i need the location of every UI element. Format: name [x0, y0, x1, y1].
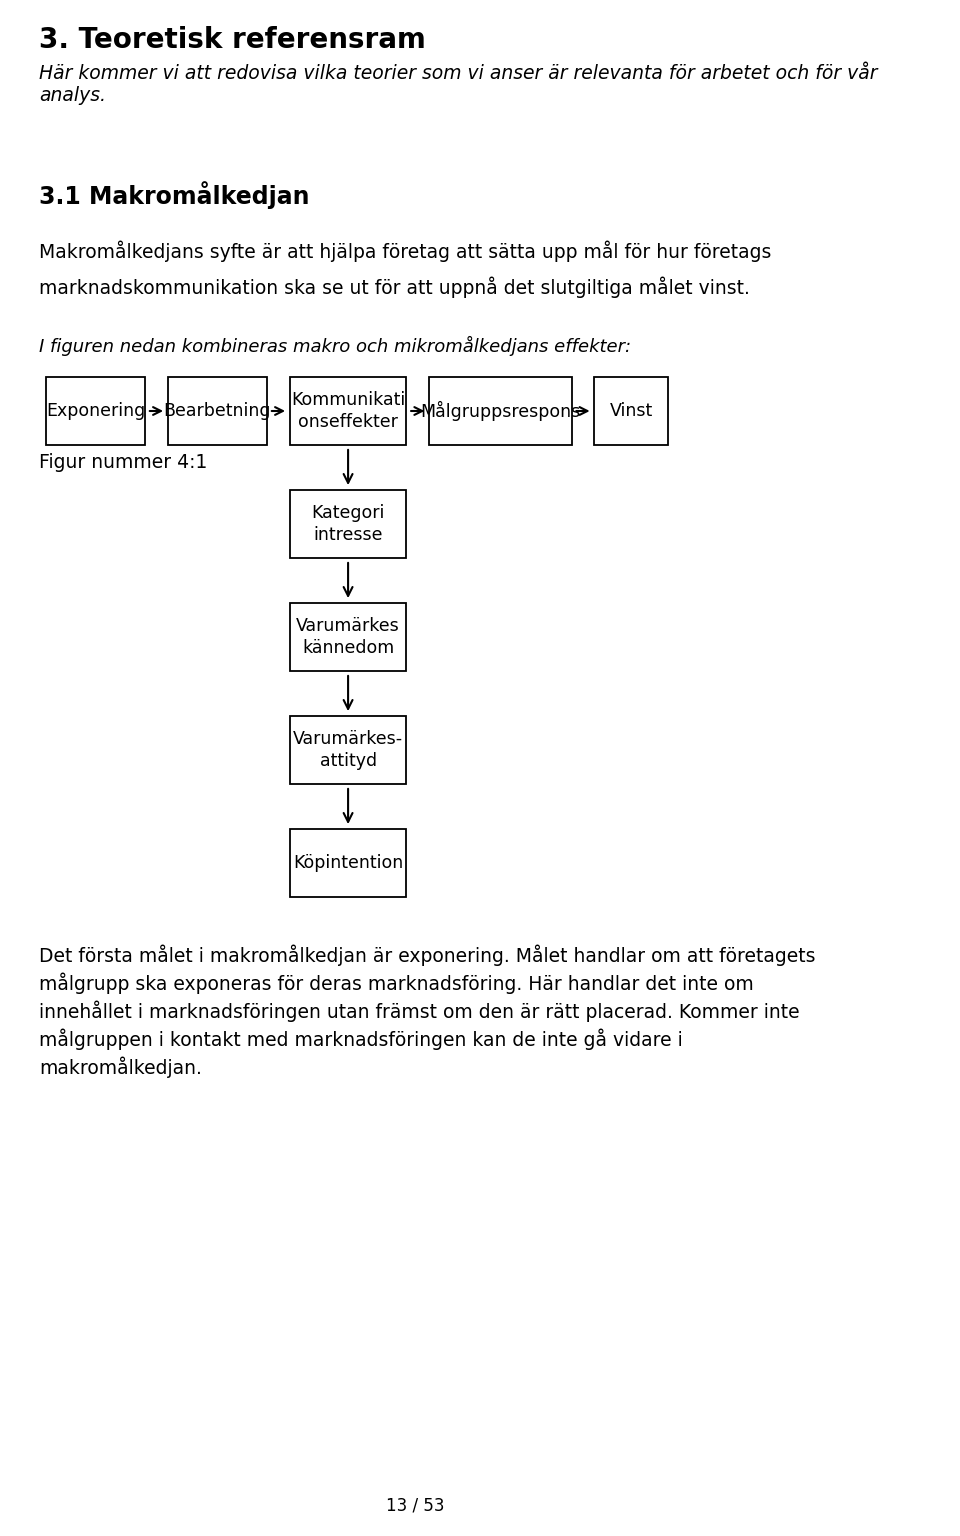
Text: Makromålkedjans syfte är att hjälpa företag att sätta upp mål för hur företags
m: Makromålkedjans syfte är att hjälpa före… — [39, 241, 771, 298]
Text: 3.1 Makromålkedjan: 3.1 Makromålkedjan — [39, 181, 309, 209]
FancyBboxPatch shape — [290, 716, 406, 783]
Text: Figur nummer 4:1: Figur nummer 4:1 — [39, 453, 207, 472]
Text: I figuren nedan kombineras makro och mikromålkedjans effekter:: I figuren nedan kombineras makro och mik… — [39, 336, 631, 356]
Text: makromålkedjan.: makromålkedjan. — [39, 1057, 202, 1078]
Text: Vinst: Vinst — [610, 402, 653, 419]
Text: innehållet i marknadsföringen utan främst om den är rätt placerad. Kommer inte: innehållet i marknadsföringen utan främs… — [39, 1001, 800, 1023]
Text: Det första målet i makromålkedjan är exponering. Målet handlar om att företagets: Det första målet i makromålkedjan är exp… — [39, 945, 815, 966]
Text: Köpintention: Köpintention — [293, 854, 403, 872]
Text: Bearbetning: Bearbetning — [164, 402, 271, 419]
FancyBboxPatch shape — [46, 376, 145, 445]
Text: Exponering: Exponering — [46, 402, 145, 419]
FancyBboxPatch shape — [429, 376, 572, 445]
FancyBboxPatch shape — [290, 376, 406, 445]
Text: Kategori
intresse: Kategori intresse — [311, 504, 385, 544]
Text: målgruppen i kontakt med marknadsföringen kan de inte gå vidare i: målgruppen i kontakt med marknadsföringe… — [39, 1029, 683, 1051]
Text: Varumärkes-
attityd: Varumärkes- attityd — [293, 730, 403, 770]
FancyBboxPatch shape — [290, 490, 406, 558]
FancyBboxPatch shape — [290, 604, 406, 671]
Text: 13 / 53: 13 / 53 — [386, 1496, 444, 1514]
FancyBboxPatch shape — [290, 829, 406, 897]
Text: målgrupp ska exponeras för deras marknadsföring. Här handlar det inte om: målgrupp ska exponeras för deras marknad… — [39, 972, 754, 994]
FancyBboxPatch shape — [594, 376, 668, 445]
Text: Kommunikati
onseffekter: Kommunikati onseffekter — [291, 392, 405, 430]
Text: 3. Teoretisk referensram: 3. Teoretisk referensram — [39, 26, 426, 54]
Text: Här kommer vi att redovisa vilka teorier som vi anser är relevanta för arbetet o: Här kommer vi att redovisa vilka teorier… — [39, 65, 877, 104]
Text: Målgruppsrespons: Målgruppsrespons — [420, 401, 581, 421]
FancyBboxPatch shape — [168, 376, 267, 445]
Text: Varumärkes
kännedom: Varumärkes kännedom — [297, 617, 400, 657]
